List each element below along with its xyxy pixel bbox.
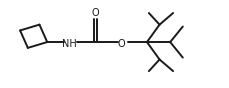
Text: O: O [117, 39, 125, 49]
Text: NH: NH [62, 39, 76, 49]
Text: O: O [91, 8, 99, 18]
